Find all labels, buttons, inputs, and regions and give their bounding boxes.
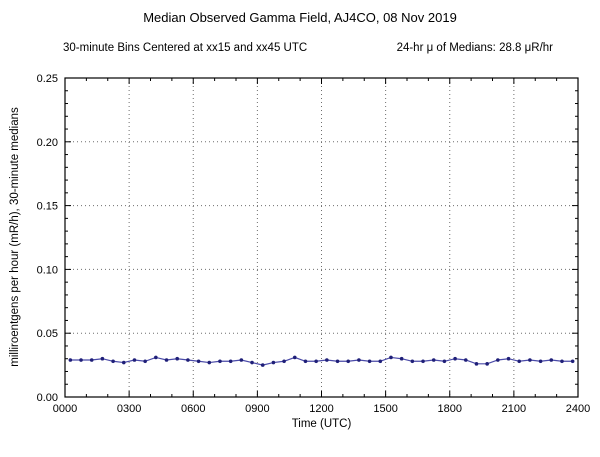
data-point [538, 359, 543, 364]
data-point [314, 359, 318, 364]
data-point [367, 359, 372, 364]
data-point [132, 358, 137, 362]
data-point [378, 359, 383, 364]
data-point [399, 356, 404, 361]
data-point [528, 358, 532, 362]
data-point [239, 358, 244, 362]
data-point [196, 359, 201, 364]
data-point [389, 355, 393, 360]
x-tick-label: 2400 [566, 403, 590, 415]
x-tick-label: 1800 [438, 403, 462, 415]
data-point [463, 358, 468, 362]
subtitle-bins-text: 30-minute Bins Centered at xx15 and xx45… [63, 42, 308, 54]
x-tick-label: 0000 [53, 403, 77, 415]
data-point [560, 359, 564, 364]
subtitle-mean-text: 24-hr μ of Medians: 28.8 μR/hr [396, 42, 553, 54]
data-point [164, 358, 169, 362]
data-point [111, 359, 115, 364]
data-point [485, 362, 489, 366]
data-point [250, 360, 254, 365]
x-tick-label: 0600 [181, 403, 205, 415]
y-tick-label: 0.05 [37, 328, 58, 340]
plot-border [64, 77, 579, 398]
data-point [517, 359, 522, 364]
data-point [100, 356, 105, 361]
data-point [549, 358, 554, 362]
data-point [357, 358, 361, 362]
data-point [303, 359, 308, 364]
x-tick-label: 1200 [309, 403, 333, 415]
x-axis-label: Time (UTC) [291, 418, 352, 430]
data-point [431, 358, 436, 362]
x-tick-label: 1500 [373, 403, 397, 415]
data-point [474, 362, 479, 366]
y-tick-label: 0.00 [37, 392, 58, 404]
data-point [335, 359, 340, 364]
data-point [260, 363, 265, 367]
y-tick-label: 0.25 [37, 73, 58, 85]
data-point [325, 358, 329, 362]
data-point [282, 359, 286, 364]
data-point [228, 359, 233, 364]
data-point [292, 355, 297, 360]
data-line [70, 356, 573, 366]
data-point [421, 359, 425, 364]
data-point [271, 360, 276, 365]
x-tick-label: 0900 [245, 403, 269, 415]
data-point [410, 359, 415, 364]
data-point [346, 359, 351, 364]
y-tick-label: 0.20 [37, 137, 58, 149]
data-point [154, 355, 158, 360]
data-point [207, 360, 212, 365]
data-point [453, 356, 457, 361]
data-point [121, 360, 126, 365]
y-tick-label: 0.15 [37, 201, 58, 213]
x-tick-label: 2100 [502, 403, 526, 415]
chart-title: Median Observed Gamma Field, AJ4CO, 08 N… [143, 10, 457, 25]
data-point [186, 358, 190, 362]
data-point [175, 356, 180, 361]
data-point [218, 359, 222, 364]
x-tick-label: 0300 [117, 403, 141, 415]
data-point [570, 359, 575, 364]
data-point [68, 358, 73, 362]
data-point [143, 359, 147, 364]
data-point [496, 358, 500, 362]
data-point [506, 356, 511, 361]
data-point [79, 358, 83, 362]
data-point [89, 358, 94, 362]
chart-subtitle: 30-minute Bins Centered at xx15 and xx45… [63, 42, 553, 54]
data-point [442, 359, 447, 364]
y-tick-label: 0.10 [37, 264, 58, 276]
